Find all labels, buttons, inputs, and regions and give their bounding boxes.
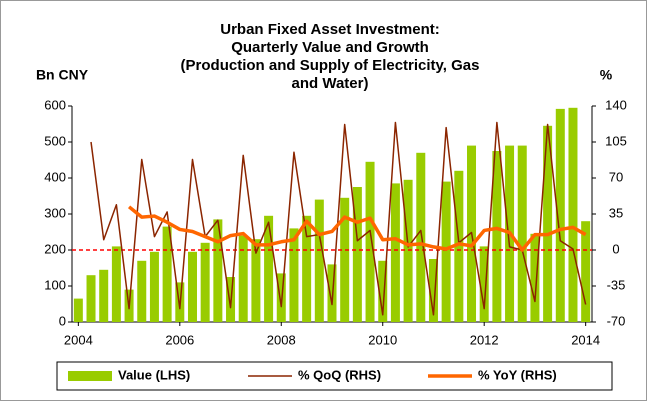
y2-tick-label: -35	[607, 277, 626, 292]
bar	[213, 219, 223, 322]
bar	[86, 275, 96, 322]
y-axis-label: Bn CNY	[36, 67, 89, 83]
y2-tick-label: 0	[612, 241, 619, 256]
bar	[327, 264, 337, 322]
legend-swatch	[68, 371, 112, 381]
legend-label: % YoY (RHS)	[478, 367, 557, 382]
bar	[441, 181, 451, 322]
y2-axis-label: %	[600, 67, 613, 83]
bar	[555, 108, 565, 322]
x-tick-label: 2014	[571, 332, 600, 347]
bar	[454, 170, 464, 322]
bar	[352, 187, 362, 322]
bar	[530, 233, 540, 322]
y2-tick-label: -70	[607, 313, 626, 328]
legend-label: % QoQ (RHS)	[298, 367, 381, 382]
bar	[187, 251, 197, 322]
bar	[479, 246, 489, 322]
y2-tick-label: 70	[609, 169, 623, 184]
bar	[238, 235, 248, 322]
y-tick-label: 500	[44, 133, 66, 148]
bar	[365, 161, 375, 322]
bar	[162, 226, 172, 322]
chart-title: (Production and Supply of Electricity, G…	[181, 57, 480, 74]
y-tick-label: 600	[44, 97, 66, 112]
bar	[111, 246, 121, 322]
chart-title: Quarterly Value and Growth	[231, 39, 429, 56]
bar	[416, 152, 426, 322]
bar	[149, 251, 159, 322]
line	[90, 121, 587, 316]
chart-title: Urban Fixed Asset Investment:	[220, 21, 440, 38]
bar	[251, 239, 261, 322]
bar	[264, 215, 274, 322]
y2-tick-label: 35	[609, 205, 623, 220]
bar	[289, 228, 299, 322]
bar	[137, 260, 147, 322]
bar	[314, 199, 324, 322]
bar	[390, 183, 400, 322]
bar	[568, 107, 578, 322]
bar	[543, 125, 553, 322]
x-tick-label: 2010	[368, 332, 397, 347]
y-tick-label: 300	[44, 205, 66, 220]
bar	[302, 215, 312, 322]
bar	[340, 197, 350, 322]
y-tick-label: 200	[44, 241, 66, 256]
bar	[378, 260, 388, 322]
bar	[99, 269, 109, 322]
y-tick-label: 100	[44, 277, 66, 292]
legend-box	[56, 361, 613, 391]
x-tick-label: 2004	[64, 332, 93, 347]
x-tick-label: 2006	[165, 332, 194, 347]
bar	[200, 242, 210, 322]
y-tick-label: 400	[44, 169, 66, 184]
y-tick-label: 0	[59, 313, 66, 328]
y2-tick-label: 140	[605, 97, 627, 112]
bar	[581, 221, 591, 322]
bar	[492, 151, 502, 322]
bar	[517, 145, 527, 322]
line	[127, 205, 587, 252]
bar	[403, 179, 413, 322]
bar	[73, 298, 83, 322]
x-tick-label: 2008	[267, 332, 296, 347]
chart-title: and Water)	[292, 75, 369, 92]
y2-tick-label: 105	[605, 133, 627, 148]
x-tick-label: 2012	[470, 332, 499, 347]
legend-label: Value (LHS)	[118, 367, 190, 382]
bar	[428, 259, 438, 322]
